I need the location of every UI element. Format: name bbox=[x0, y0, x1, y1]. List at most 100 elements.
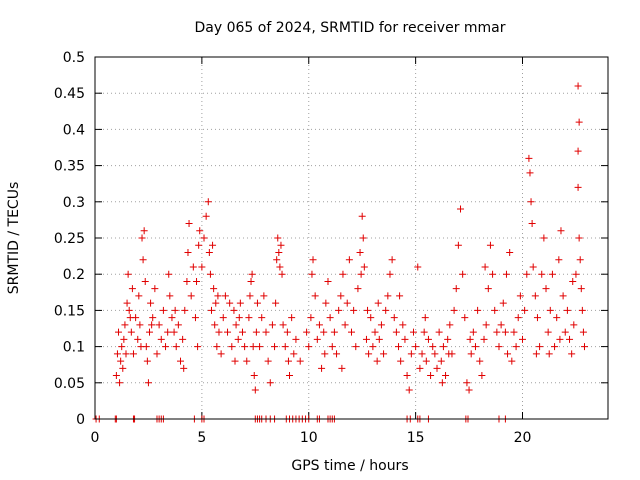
data-point bbox=[354, 285, 362, 293]
data-point bbox=[525, 154, 533, 162]
data-point bbox=[271, 343, 279, 351]
data-point bbox=[401, 335, 409, 343]
data-point bbox=[125, 306, 133, 314]
data-point bbox=[438, 379, 446, 387]
data-point bbox=[574, 147, 582, 155]
data-point bbox=[172, 343, 180, 351]
data-point bbox=[399, 321, 407, 329]
data-point bbox=[252, 328, 260, 336]
data-point bbox=[359, 234, 367, 242]
data-point bbox=[338, 364, 346, 372]
data-point bbox=[386, 270, 394, 278]
data-point bbox=[136, 321, 144, 329]
data-point bbox=[217, 350, 225, 358]
data-point bbox=[445, 350, 453, 358]
data-point bbox=[143, 357, 151, 365]
data-point bbox=[183, 277, 191, 285]
data-point bbox=[262, 328, 270, 336]
data-point bbox=[283, 328, 291, 336]
data-point bbox=[166, 292, 174, 300]
data-point bbox=[204, 198, 212, 206]
data-point bbox=[373, 357, 381, 365]
data-point bbox=[407, 350, 415, 358]
data-point bbox=[526, 169, 534, 177]
data-point bbox=[157, 335, 165, 343]
data-point bbox=[553, 314, 561, 322]
data-point bbox=[328, 343, 336, 351]
data-point bbox=[493, 328, 501, 336]
data-point bbox=[309, 256, 317, 264]
data-point bbox=[476, 357, 484, 365]
plot-frame bbox=[94, 56, 609, 420]
data-point bbox=[563, 306, 571, 314]
data-point bbox=[162, 343, 170, 351]
data-point bbox=[382, 306, 390, 314]
data-point bbox=[416, 364, 424, 372]
data-point bbox=[281, 343, 289, 351]
data-point bbox=[523, 270, 531, 278]
data-point bbox=[343, 299, 351, 307]
grid-layer bbox=[95, 57, 608, 419]
x-axis-label: GPS time / hours bbox=[291, 458, 408, 474]
data-point bbox=[482, 321, 490, 329]
data-point bbox=[452, 285, 460, 293]
data-point bbox=[235, 314, 243, 322]
data-point bbox=[427, 372, 435, 380]
data-point bbox=[246, 292, 254, 300]
data-point bbox=[446, 321, 454, 329]
data-point bbox=[350, 306, 358, 314]
data-point bbox=[123, 299, 131, 307]
data-point bbox=[181, 306, 189, 314]
x-tick-label: 20 bbox=[514, 430, 532, 446]
data-point bbox=[307, 314, 315, 322]
data-point bbox=[521, 306, 529, 314]
data-point bbox=[234, 335, 242, 343]
data-point bbox=[390, 314, 398, 322]
data-point bbox=[224, 328, 232, 336]
data-point bbox=[326, 314, 334, 322]
data-point bbox=[527, 198, 535, 206]
data-point bbox=[364, 306, 372, 314]
data-point bbox=[147, 299, 155, 307]
data-point bbox=[405, 386, 413, 394]
data-point bbox=[469, 328, 477, 336]
data-point bbox=[245, 314, 253, 322]
data-point bbox=[273, 256, 281, 264]
data-point bbox=[121, 321, 129, 329]
data-point bbox=[403, 372, 411, 380]
data-point bbox=[555, 256, 563, 264]
data-point bbox=[474, 306, 482, 314]
chart-title: Day 065 of 2024, SRMTID for receiver mma… bbox=[194, 20, 505, 36]
data-point bbox=[180, 364, 188, 372]
data-point bbox=[444, 335, 452, 343]
data-point bbox=[577, 285, 585, 293]
points-layer bbox=[92, 82, 588, 423]
data-point bbox=[412, 343, 420, 351]
y-tick-label: 0.3 bbox=[63, 195, 85, 211]
x-tick-label: 10 bbox=[300, 430, 318, 446]
data-point bbox=[431, 350, 439, 358]
data-point bbox=[113, 350, 121, 358]
data-point bbox=[486, 241, 494, 249]
data-point bbox=[184, 248, 192, 256]
data-point bbox=[352, 343, 360, 351]
data-point bbox=[339, 270, 347, 278]
data-point bbox=[467, 350, 475, 358]
data-point bbox=[171, 306, 179, 314]
tick-layer: 0 0.05 0.1 0.15 0.2 0.25 0.3 0.35 0.4 0.45 0.5 0 5 10… bbox=[54, 50, 608, 446]
data-point bbox=[275, 248, 283, 256]
data-point bbox=[151, 285, 159, 293]
data-point bbox=[506, 248, 514, 256]
data-point bbox=[129, 350, 137, 358]
data-point bbox=[551, 343, 559, 351]
data-point bbox=[124, 270, 132, 278]
data-point bbox=[198, 263, 206, 271]
data-point bbox=[384, 292, 392, 300]
data-point bbox=[380, 350, 388, 358]
data-point bbox=[248, 270, 256, 278]
data-point bbox=[433, 364, 441, 372]
data-point bbox=[189, 263, 197, 271]
data-point bbox=[514, 314, 522, 322]
data-point bbox=[272, 299, 280, 307]
